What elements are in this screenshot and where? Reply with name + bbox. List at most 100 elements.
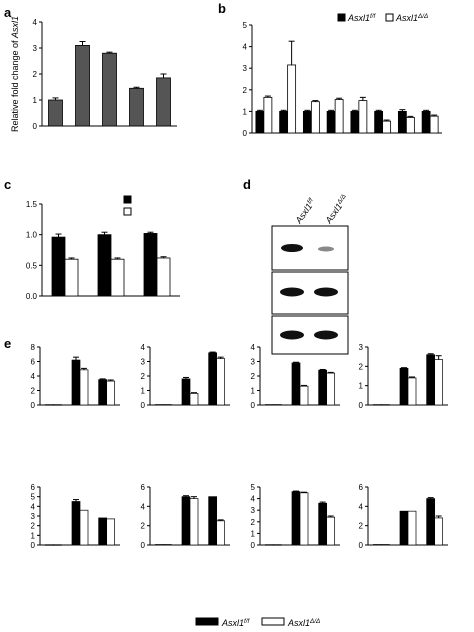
panel-e-tal1-bar-ff bbox=[399, 367, 409, 406]
panel-a-bar bbox=[75, 45, 90, 127]
panel-e-klf1-y-tick-label: 5 bbox=[31, 493, 36, 502]
panel-e-tal1-bar-dd bbox=[380, 404, 390, 406]
panel-e-foxo3-bar-dd bbox=[407, 510, 417, 546]
panel-e-myb-y-tick-label: 0 bbox=[251, 541, 256, 550]
panel-e-gata1-y-tick-label: 0 bbox=[31, 401, 36, 410]
western-band-h3-dd bbox=[314, 330, 338, 340]
panel-e-lmo2-y-tick-label: 3 bbox=[251, 358, 256, 367]
panel-e-foxo3-bar-dd bbox=[380, 544, 390, 546]
panel-e-tal1-bar-dd bbox=[407, 377, 417, 406]
panel-a-bar bbox=[48, 99, 63, 127]
panel-e-lmo2-bar-dd bbox=[299, 385, 309, 406]
western-band-h3k27me3-ff bbox=[281, 244, 303, 252]
panel-e-gcn5-y-tick-label: 6 bbox=[141, 483, 146, 492]
panel-e-klf1-y-tick-label: 1 bbox=[31, 531, 36, 540]
panel-e-klf1-y-tick-label: 6 bbox=[31, 483, 36, 492]
panel-e-tal1-y-tick-label: 0 bbox=[359, 401, 364, 410]
panel-b-legend-swatch-ff bbox=[337, 13, 346, 22]
panel-e-ldb1-bar-ff bbox=[181, 378, 191, 406]
panel-e-foxo3-y-tick-label: 0 bbox=[359, 541, 364, 550]
panel-b-bar-dd bbox=[358, 100, 368, 134]
panel-e-gata1-y-tick-label: 4 bbox=[31, 372, 36, 381]
panel-e-myb-bar-dd bbox=[299, 492, 309, 546]
panel-b-y-tick-label: 5 bbox=[243, 21, 248, 30]
panel-e-foxo3-bar-ff bbox=[399, 510, 409, 546]
panel-e-lmo2-bar-dd bbox=[272, 404, 282, 406]
panel-e-gata1-bar-dd bbox=[106, 380, 116, 406]
panel-e-myb-y-tick-label: 3 bbox=[251, 506, 256, 515]
panel-b-y-tick-label: 1 bbox=[243, 107, 248, 116]
panel-e-foxo3-y-tick-label: 4 bbox=[359, 502, 364, 511]
panel-a-y-tick-label: 4 bbox=[33, 18, 38, 27]
panel-e-klf1-y-tick-label: 3 bbox=[31, 512, 36, 521]
panel-e-gcn5-y-tick-label: 0 bbox=[141, 541, 146, 550]
panel-e-klf1-y-tick-label: 0 bbox=[31, 541, 36, 550]
panel-e-myb-y-tick-label: 2 bbox=[251, 518, 256, 527]
panel-e-klf1-bar-dd bbox=[52, 544, 62, 546]
panel-e-gata1-y-tick-label: 8 bbox=[31, 343, 36, 352]
panel-e-gcn5-bar-dd bbox=[162, 544, 172, 546]
panel-b-bar-dd bbox=[287, 64, 297, 134]
panel-b-bar-ff bbox=[421, 111, 431, 134]
panel-e-ldb1-bar-dd bbox=[216, 358, 226, 406]
panel-e-myb-bar-dd bbox=[326, 516, 336, 546]
panel-e-ldb1-bar-ff bbox=[154, 404, 164, 406]
panel-a-bar bbox=[129, 87, 144, 127]
panel-c-bar-ev bbox=[97, 234, 112, 297]
panel-e-tal1-y-tick-label: 3 bbox=[359, 343, 364, 352]
panel-a-y-tick-label: 2 bbox=[33, 70, 38, 79]
panel-e-lmo2-bar-ff bbox=[318, 369, 328, 406]
panel-e-klf1-y-tick-label: 2 bbox=[31, 522, 36, 531]
panel-e-myb-bar-ff bbox=[291, 491, 301, 546]
panel-e-klf1-bar-ff bbox=[98, 517, 108, 546]
panel-a-bar bbox=[156, 77, 171, 127]
panel-e-gcn5-bar-ff bbox=[208, 496, 218, 546]
panel-e-foxo3-y-tick-label: 2 bbox=[359, 522, 364, 531]
panel-b-bar-ff bbox=[374, 111, 384, 134]
panel-e-gata1-bar-dd bbox=[52, 404, 62, 406]
western-band-h3-ff bbox=[280, 330, 304, 340]
panel-e-foxo3-bar-ff bbox=[372, 544, 382, 546]
panel-a-y-tick-label: 0 bbox=[33, 122, 38, 131]
panel-e-gata1-bar-dd bbox=[79, 369, 89, 406]
panel-e-lmo2-bar-ff bbox=[291, 362, 301, 406]
panel-e-ldb1-y-tick-label: 2 bbox=[141, 372, 146, 381]
panel-e-lmo2-bar-dd bbox=[326, 372, 336, 406]
panel-e-legend-swatch-dd bbox=[261, 617, 285, 626]
panel-e-legend-swatch-ff bbox=[195, 617, 219, 626]
panel-e-lmo2-y-tick-label: 4 bbox=[251, 343, 256, 352]
panel-b-legend-swatch-dd bbox=[385, 13, 394, 22]
panel-label-b: b bbox=[218, 1, 226, 16]
panel-e-ldb1-bar-dd bbox=[189, 393, 199, 406]
panel-b-bar-ff bbox=[279, 111, 289, 134]
panel-b-legend-label-dd: Asxl1Δ/Δ bbox=[395, 13, 428, 24]
panel-b-bar-ff bbox=[255, 111, 265, 134]
panel-label-e: e bbox=[4, 336, 11, 351]
panel-e-myb-bar-dd bbox=[272, 544, 282, 546]
panel-e-lmo2-y-tick-label: 2 bbox=[251, 372, 256, 381]
panel-c-bar-ev bbox=[51, 236, 66, 297]
panel-a-chart: 0 1 2 3 4 Relative fold change of Asxl1 bbox=[10, 16, 177, 132]
panel-e-gata1-bar-ff bbox=[98, 379, 108, 406]
panel-e-tal1-y-tick-label: 1 bbox=[359, 382, 364, 391]
panel-e-tal1-bar-ff bbox=[372, 404, 382, 406]
panel-b-bar-ff bbox=[326, 111, 336, 134]
panel-b-bar-ff bbox=[302, 111, 312, 134]
panel-e-legend-label-ff: Asxl1f/f bbox=[221, 618, 251, 629]
panel-e-gcn5-y-tick-label: 2 bbox=[141, 522, 146, 531]
panel-b-y-tick-label: 2 bbox=[243, 86, 248, 95]
panel-label-c: c bbox=[4, 177, 11, 192]
panel-e-ldb1-y-tick-label: 4 bbox=[141, 343, 146, 352]
panel-b-chart: 0 1 2 3 4 5 Asxl1f/f Asxl1Δ/Δ bbox=[243, 13, 442, 138]
panel-b-bar-dd bbox=[263, 96, 273, 134]
panel-e-ldb1-y-tick-label: 3 bbox=[141, 358, 146, 367]
panel-b-bar-dd bbox=[382, 120, 392, 134]
panel-e-ldb1-y-tick-label: 1 bbox=[141, 387, 146, 396]
panel-e-tal1-bar-ff bbox=[426, 354, 436, 406]
panel-e-legend-label-dd: Asxl1Δ/Δ bbox=[287, 618, 320, 629]
western-sample-label-dd: Asxl1Δ/Δ bbox=[322, 193, 350, 226]
panel-c-y-tick-label: 1.0 bbox=[26, 231, 38, 240]
panel-a-bar bbox=[102, 52, 117, 127]
panel-b-y-tick-label: 0 bbox=[243, 129, 248, 138]
